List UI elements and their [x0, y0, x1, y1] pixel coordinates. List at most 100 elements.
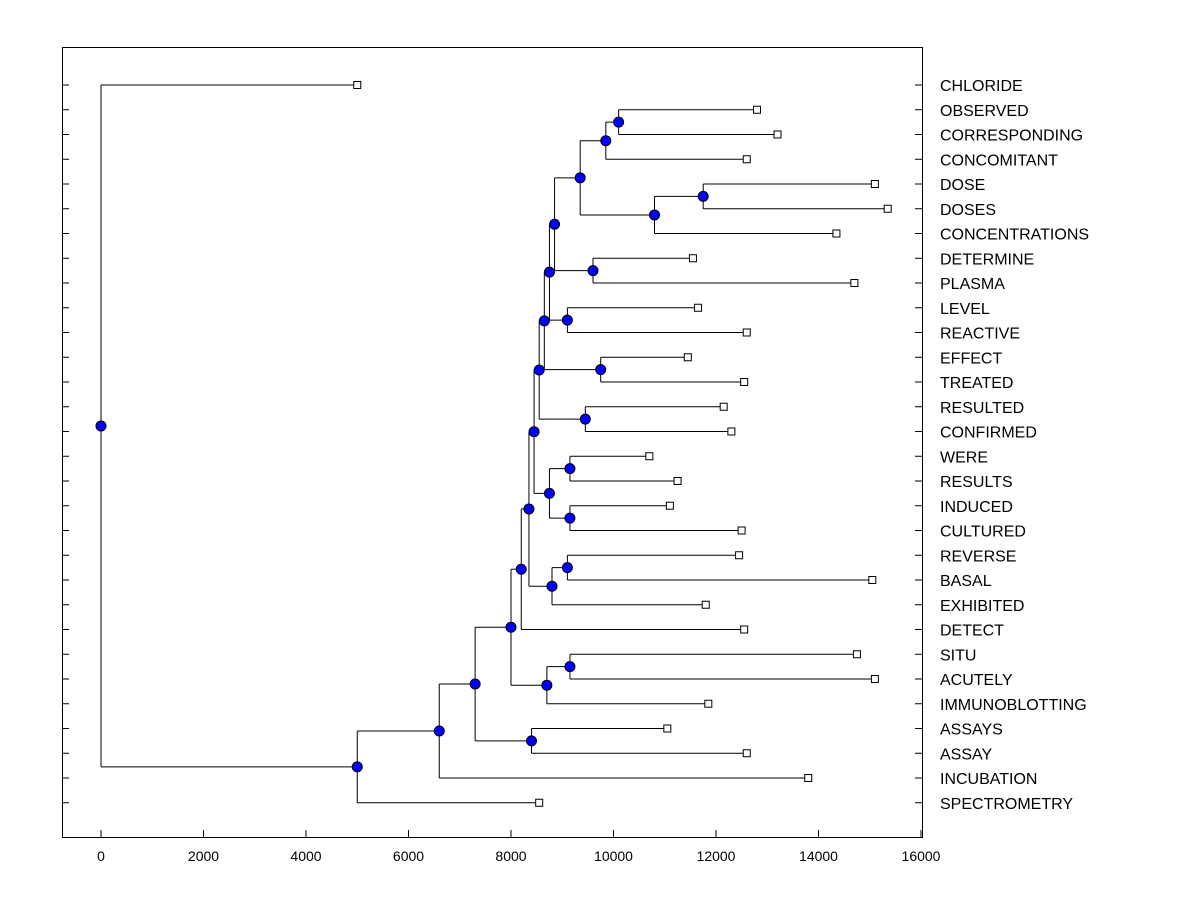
leaf-marker	[683, 353, 692, 362]
merge-node	[526, 735, 537, 747]
leaf-label: CONCENTRATIONS	[940, 227, 1089, 244]
merge-node	[587, 265, 599, 277]
leaf-marker	[735, 551, 744, 560]
leaf-label: ASSAYS	[940, 722, 1003, 739]
leaf-labels: CHLORIDE OBSERVED CORRESPONDING CONCOMITANT…	[940, 78, 1089, 813]
leaf-label: IMMUNOBLOTTING	[940, 697, 1087, 714]
leaf-marker	[740, 378, 749, 386]
leaf-marker	[753, 105, 761, 114]
leaf-label: SITU	[940, 647, 976, 664]
merge-node	[543, 266, 555, 278]
merge-node	[595, 364, 607, 376]
leaf-marker	[688, 254, 697, 263]
leaf-label: DETECT	[940, 623, 1004, 640]
x-tick-label: 10000	[594, 848, 633, 864]
leaf-marker	[740, 625, 749, 634]
leaf-label: CULTURED	[940, 524, 1026, 541]
dendrogram-links	[100, 84, 888, 804]
merge-node	[528, 426, 540, 438]
merge-node	[546, 580, 558, 592]
leaf-marker	[353, 81, 362, 89]
leaf-label: LEVEL	[940, 301, 990, 318]
leaf-label: EFFECT	[940, 350, 1002, 367]
merge-node	[561, 314, 573, 326]
merge-node	[543, 487, 555, 499]
leaf-marker	[701, 600, 710, 609]
x-tick-label: 16000	[902, 848, 941, 864]
leaf-marker	[742, 328, 751, 337]
leaf-label: TREATED	[940, 375, 1013, 392]
merge-node	[574, 172, 586, 184]
leaf-marker	[727, 427, 736, 436]
leaf-label: RESULTS	[940, 474, 1013, 491]
leaf-marker	[663, 724, 672, 733]
left-axis-ticks	[62, 84, 69, 804]
leaf-marker	[742, 749, 751, 758]
leaf-marker	[719, 402, 728, 411]
x-axis: 0 2000 4000 6000 8000 10000 12000 14000 16000	[97, 830, 941, 864]
right-axis-ticks	[915, 84, 922, 804]
merge-node	[505, 621, 517, 633]
merge-node	[564, 512, 576, 524]
leaf-marker	[737, 526, 746, 535]
leaf-label: BASAL	[940, 573, 992, 590]
x-tick-label: 6000	[393, 848, 424, 864]
x-tick-label: 4000	[290, 848, 321, 864]
merge-node	[469, 678, 481, 690]
leaf-label: ACUTELY	[940, 672, 1013, 689]
merge-node	[533, 364, 545, 376]
merge-node	[613, 116, 625, 128]
merge-node	[433, 725, 445, 737]
x-tick-label: 14000	[799, 848, 838, 864]
leaf-marker	[870, 675, 879, 683]
leaf-label: INCUBATION	[940, 771, 1037, 788]
merge-node	[523, 503, 535, 515]
merge-node	[541, 679, 553, 691]
leaf-marker	[694, 303, 703, 312]
leaf-label: REVERSE	[940, 548, 1016, 565]
leaf-markers	[353, 81, 892, 807]
merge-node	[515, 563, 527, 575]
merge-node	[538, 315, 550, 327]
merge-node	[697, 190, 709, 202]
leaf-label: WERE	[940, 449, 988, 466]
leaf-marker	[742, 155, 751, 164]
merge-node	[549, 218, 561, 230]
leaf-label: INDUCED	[940, 499, 1013, 516]
leaf-marker	[704, 699, 713, 708]
leaf-marker	[804, 774, 813, 782]
leaf-label: OBSERVED	[940, 103, 1029, 120]
x-tick-label: 12000	[697, 848, 736, 864]
leaf-label: CONCOMITANT	[940, 152, 1058, 169]
merge-node	[649, 209, 660, 221]
leaf-marker	[850, 279, 859, 287]
leaf-label: SPECTROMETRY	[940, 796, 1073, 813]
leaf-label: DOSE	[940, 177, 985, 194]
leaf-marker	[883, 204, 892, 213]
leaf-marker	[673, 477, 682, 485]
x-tick-label: 2000	[188, 848, 219, 864]
merge-node	[579, 413, 591, 425]
leaf-marker	[645, 452, 654, 461]
leaf-label: RESULTED	[940, 400, 1024, 417]
x-tick-label: 8000	[495, 848, 526, 864]
leaf-label: EXHIBITED	[940, 598, 1024, 615]
leaf-label: CORRESPONDING	[940, 128, 1083, 145]
leaf-marker	[870, 180, 879, 188]
leaf-label: PLASMA	[940, 276, 1005, 293]
leaf-marker	[852, 650, 861, 659]
leaf-marker	[832, 229, 841, 238]
merge-node	[600, 135, 612, 147]
leaf-marker	[535, 798, 544, 807]
merge-node	[95, 420, 107, 432]
plot-frame	[62, 47, 923, 838]
merge-node	[564, 661, 576, 673]
leaf-label: REACTIVE	[940, 326, 1020, 343]
leaf-label: DETERMINE	[940, 251, 1034, 268]
leaf-label: CHLORIDE	[940, 78, 1023, 95]
merge-node	[564, 463, 576, 475]
merge-nodes	[95, 116, 709, 773]
leaf-marker	[868, 576, 877, 584]
merge-node	[351, 761, 363, 773]
